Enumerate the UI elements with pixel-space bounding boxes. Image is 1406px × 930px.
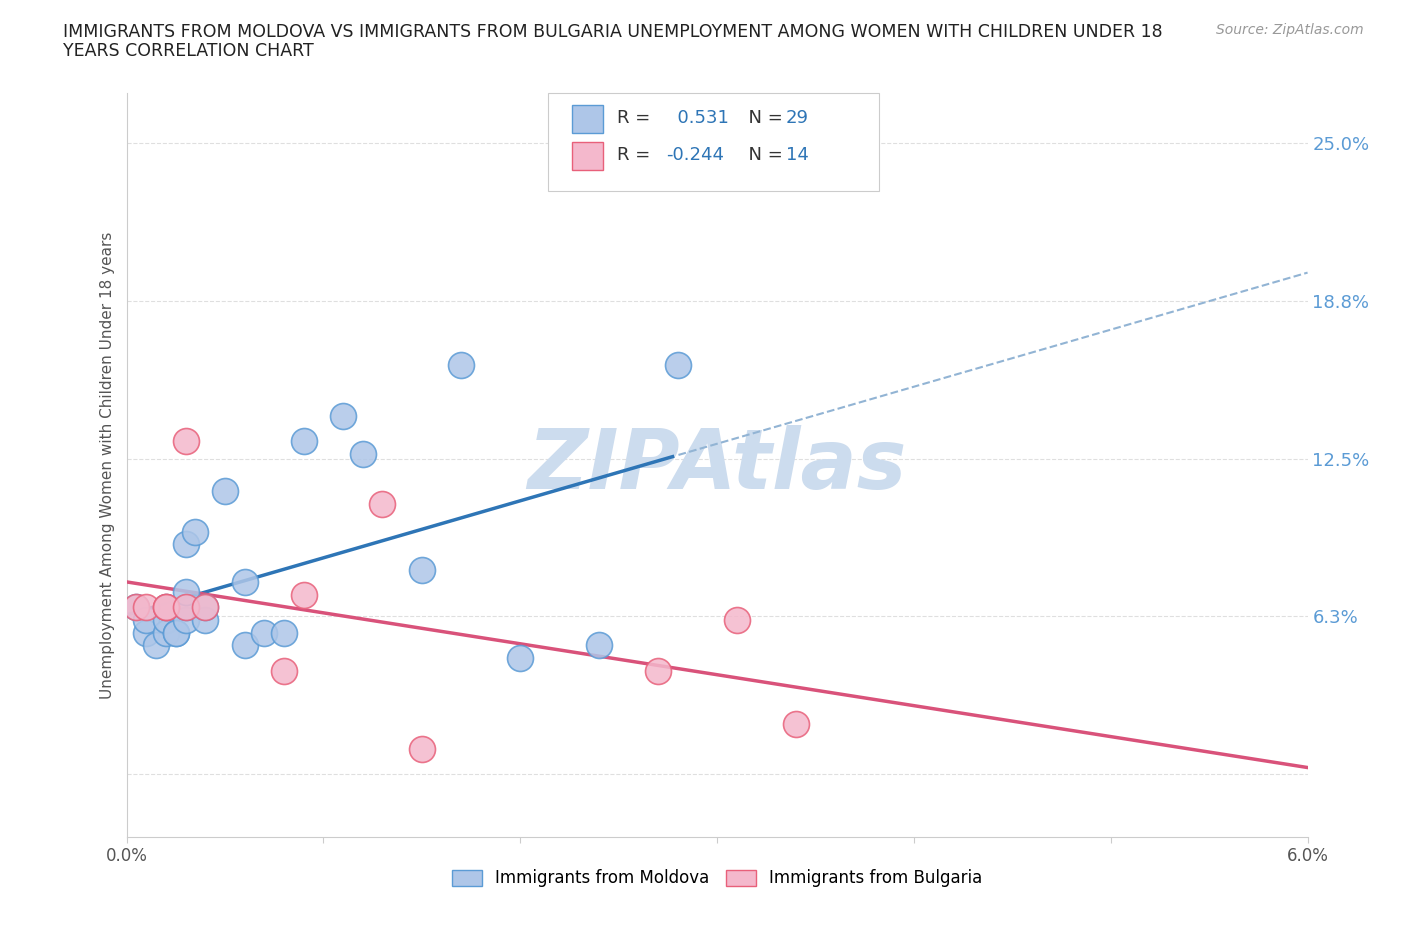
Point (174, 600, 197, 615)
Point (785, 716, 807, 731)
Point (155, 600, 177, 615)
Point (233, 575, 256, 590)
Point (666, 358, 689, 373)
Point (125, 600, 148, 615)
Point (155, 600, 177, 615)
Point (135, 600, 157, 615)
Point (155, 625, 177, 640)
Point (352, 446, 374, 461)
Point (135, 625, 157, 640)
Point (174, 613, 197, 628)
Point (194, 613, 217, 628)
Text: ZIPAtlas: ZIPAtlas (527, 424, 907, 506)
Text: 0.531: 0.531 (666, 109, 730, 127)
Point (174, 585, 197, 600)
Text: Source: ZipAtlas.com: Source: ZipAtlas.com (1216, 23, 1364, 37)
Point (125, 600, 148, 615)
Point (174, 433, 197, 448)
Point (332, 408, 354, 423)
Text: 14: 14 (786, 146, 808, 165)
Point (509, 650, 531, 665)
Point (233, 638, 256, 653)
Point (165, 625, 187, 640)
Text: R =: R = (617, 146, 657, 165)
Point (411, 741, 433, 756)
Point (588, 638, 610, 653)
Legend: Immigrants from Moldova, Immigrants from Bulgaria: Immigrants from Moldova, Immigrants from… (443, 861, 991, 896)
Text: IMMIGRANTS FROM MOLDOVA VS IMMIGRANTS FROM BULGARIA UNEMPLOYMENT AMONG WOMEN WIT: IMMIGRANTS FROM MOLDOVA VS IMMIGRANTS FR… (63, 23, 1163, 41)
Text: -0.244: -0.244 (666, 146, 724, 165)
Point (174, 600, 197, 615)
Point (184, 525, 207, 539)
Point (135, 613, 157, 628)
Point (273, 663, 295, 678)
Point (273, 625, 295, 640)
Point (155, 613, 177, 628)
Point (450, 358, 472, 373)
Point (647, 663, 669, 678)
Point (174, 537, 197, 551)
Point (292, 588, 315, 603)
Text: N =: N = (737, 109, 789, 127)
Point (155, 600, 177, 615)
Point (194, 600, 217, 615)
Point (411, 563, 433, 578)
Point (253, 625, 276, 640)
Point (371, 497, 394, 512)
Point (145, 638, 167, 653)
Text: YEARS CORRELATION CHART: YEARS CORRELATION CHART (63, 42, 314, 60)
Point (194, 600, 217, 615)
Text: 29: 29 (786, 109, 808, 127)
Point (165, 625, 187, 640)
Point (292, 433, 315, 448)
Point (725, 613, 748, 628)
Point (214, 484, 236, 498)
Text: R =: R = (617, 109, 657, 127)
Y-axis label: Unemployment Among Women with Children Under 18 years: Unemployment Among Women with Children U… (100, 232, 115, 698)
Text: N =: N = (737, 146, 789, 165)
